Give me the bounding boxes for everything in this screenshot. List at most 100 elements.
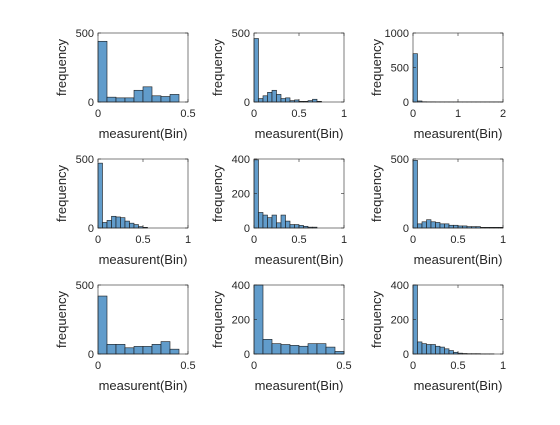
x-tick-label: 0.5 [336,360,351,372]
x-tick-label: 0 [95,108,101,120]
histogram-bar [143,87,152,102]
y-axis-label: frequency [369,290,384,348]
histogram-bar [436,222,441,228]
y-tick-label: 500 [76,28,94,40]
histogram-bar [152,344,161,354]
histogram-bar [125,98,134,102]
x-axis-label: measurent(Bin) [99,126,188,141]
y-tick-label: 400 [232,280,250,292]
histogram-bar [259,99,264,102]
histogram-bar [125,348,134,354]
y-tick-label: 500 [76,280,94,292]
axes-frame [98,285,188,354]
y-axis-label: frequency [210,164,225,222]
histogram-bar [317,344,326,354]
histogram-bar [130,223,135,228]
x-axis-label: measurent(Bin) [255,252,344,267]
y-axis-label: frequency [54,290,69,348]
histogram-bar [308,344,317,354]
histogram-bar [418,224,423,228]
histogram-bar [263,96,268,102]
y-tick-label: 0 [403,349,409,361]
histogram-bar [454,225,459,228]
histogram-bar [290,225,295,228]
histogram-bar [445,224,450,228]
x-tick-label: 0.5 [291,108,306,120]
x-axis-label: measurent(Bin) [255,378,344,393]
y-axis-label: frequency [210,290,225,348]
y-tick-label: 400 [232,154,250,166]
y-axis-label: frequency [210,38,225,96]
histogram-bar [170,349,179,354]
histogram-bar [277,223,282,228]
y-axis-label: frequency [369,38,384,96]
histogram-bar [259,212,264,228]
histogram-bar [440,224,445,228]
histogram-bar [413,160,418,228]
histogram-bar [463,226,468,228]
histogram-bar [335,351,344,354]
x-tick-label: 0 [251,234,257,246]
y-tick-label: 0 [88,223,94,235]
x-tick-label: 1 [500,360,506,372]
histogram-bar [449,351,454,354]
histogram-bar [445,349,450,354]
histogram-bar [286,221,291,228]
histogram-bar [449,225,454,228]
axes-frame [413,159,503,228]
histogram-bar [272,90,277,102]
x-tick-label: 1 [341,108,347,120]
y-tick-label: 200 [232,189,250,201]
x-tick-label: 0 [410,234,416,246]
x-axis-label: measurent(Bin) [414,252,503,267]
x-tick-label: 2 [500,108,506,120]
histogram-bar [98,41,107,102]
histogram-bar [431,222,436,228]
histogram-bar [107,344,116,354]
histogram-bar [418,342,423,354]
x-tick-label: 1 [500,234,506,246]
axes-frame [254,33,344,102]
y-tick-label: 0 [88,349,94,361]
histogram-bar [299,346,308,354]
histogram-bar [422,222,427,228]
histogram-bar [161,342,170,354]
x-tick-label: 0.5 [135,234,150,246]
x-tick-label: 0.5 [450,360,465,372]
histogram-bar [313,99,318,102]
histogram-bar [107,97,116,102]
histogram-bar [263,339,272,354]
y-tick-label: 1000 [385,28,409,40]
histogram-bar [254,39,259,102]
x-tick-label: 1 [185,234,191,246]
histogram-bar [116,98,125,102]
histogram-bar [295,225,300,228]
x-tick-label: 0.5 [291,234,306,246]
y-tick-label: 0 [244,97,250,109]
y-tick-label: 200 [391,315,409,327]
axes-frame [413,33,503,102]
histogram-bar [254,160,259,228]
x-axis-label: measurent(Bin) [99,378,188,393]
y-tick-label: 500 [76,154,94,166]
x-tick-label: 1 [341,234,347,246]
histogram-bar [134,346,143,354]
y-tick-label: 500 [391,63,409,75]
x-tick-label: 0 [251,108,257,120]
y-tick-label: 500 [232,28,250,40]
histogram-bar [290,345,299,354]
histogram-bar [98,296,107,354]
histogram-bar [286,98,291,102]
x-tick-label: 0 [95,234,101,246]
y-tick-label: 500 [391,154,409,166]
x-tick-label: 0.5 [180,360,195,372]
y-tick-label: 0 [403,223,409,235]
y-tick-label: 200 [232,315,250,327]
histogram-bar [134,90,143,102]
